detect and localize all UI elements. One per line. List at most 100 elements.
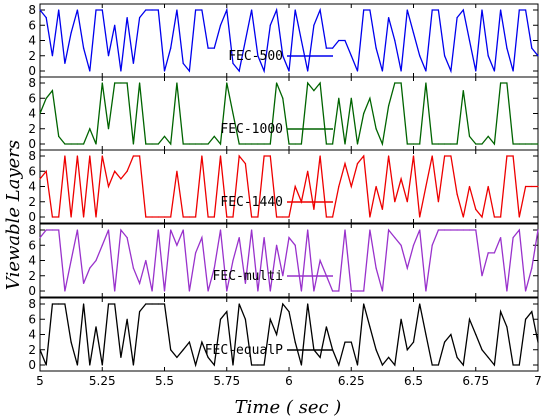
data-point — [537, 143, 539, 145]
data-point — [319, 259, 321, 262]
data-point — [419, 303, 421, 305]
data-point — [170, 216, 172, 218]
data-point — [381, 208, 383, 210]
data-point — [524, 9, 527, 11]
data-point — [120, 229, 122, 231]
y-tick-label: 0 — [28, 64, 36, 78]
data-point — [406, 9, 408, 11]
panel-frame — [39, 149, 539, 224]
data-point — [176, 82, 178, 84]
y-tick-label: 6 — [28, 18, 36, 32]
x-tick-label: 6.25 — [338, 374, 365, 388]
data-point — [244, 39, 247, 42]
data-point — [139, 82, 141, 84]
data-point — [188, 216, 190, 218]
data-point — [275, 333, 278, 336]
legend-label: FEC-equalP — [205, 343, 283, 358]
y-tick-label: 4 — [28, 180, 36, 194]
data-point — [107, 55, 110, 57]
data-point — [244, 163, 247, 165]
series-line-fec-1440 — [39, 154, 538, 219]
data-point — [450, 70, 452, 72]
data-point — [500, 237, 502, 239]
data-point — [120, 82, 122, 84]
data-point — [381, 70, 383, 72]
data-point — [425, 185, 427, 188]
data-point — [207, 290, 209, 292]
data-point — [487, 55, 489, 57]
data-point — [58, 303, 60, 305]
y-tick-label: 4 — [28, 254, 36, 268]
data-point — [394, 364, 396, 366]
data-point — [487, 135, 489, 137]
data-point — [344, 143, 346, 145]
data-point — [537, 185, 539, 188]
x-tick-label: 6.5 — [404, 374, 423, 388]
data-point — [412, 143, 415, 145]
data-point — [58, 229, 60, 231]
x-axis-title: Time ( sec ) — [235, 397, 342, 418]
y-tick-label: 4 — [28, 34, 36, 48]
data-point — [518, 364, 520, 366]
data-point — [437, 9, 439, 11]
data-point — [182, 216, 184, 218]
data-point — [531, 267, 533, 269]
data-point — [456, 143, 458, 145]
data-point — [431, 155, 433, 157]
data-point — [126, 318, 128, 320]
data-point — [437, 229, 439, 231]
data-point — [288, 216, 290, 218]
data-point — [300, 290, 303, 292]
data-point — [58, 9, 60, 11]
data-point — [388, 17, 390, 19]
data-point — [114, 24, 116, 26]
data-point — [481, 143, 483, 145]
data-point — [269, 143, 271, 145]
data-point — [82, 47, 85, 49]
data-point — [195, 9, 197, 11]
data-point — [481, 9, 483, 11]
data-point — [506, 82, 508, 84]
data-point — [444, 55, 446, 57]
data-point — [219, 318, 222, 320]
data-point — [244, 318, 247, 320]
data-point — [487, 252, 489, 254]
data-point — [307, 303, 309, 305]
data-point — [313, 24, 315, 26]
y-tick-label: 8 — [28, 297, 36, 311]
data-point — [437, 364, 439, 366]
y-tick-label: 2 — [28, 49, 36, 63]
data-point — [350, 341, 352, 343]
data-point — [518, 143, 520, 145]
data-point — [101, 364, 103, 366]
y-axis-title: Viewable Layers — [3, 140, 24, 290]
data-point — [219, 229, 222, 231]
data-point — [238, 143, 240, 145]
data-point — [64, 303, 66, 305]
panel-fec-multi: 024 68 FEC-multi — [28, 223, 539, 298]
data-point — [238, 70, 240, 72]
data-point — [269, 318, 271, 320]
data-point — [356, 364, 359, 366]
data-point — [139, 155, 141, 157]
data-point — [213, 47, 215, 49]
legend-label: FEC-1440 — [220, 195, 283, 210]
panels: 02468FEC-50002468FEC-100002468FEC-144002… — [28, 3, 539, 372]
data-point — [157, 303, 159, 305]
data-point — [151, 9, 153, 11]
data-point — [257, 364, 259, 366]
data-point — [89, 267, 91, 269]
data-point — [388, 229, 390, 231]
x-tick-label: 7 — [534, 374, 542, 388]
panel-fec-equalp: 024 68 FEC-equalP — [28, 297, 539, 372]
data-point — [412, 155, 415, 157]
data-point — [493, 364, 496, 366]
data-point — [500, 82, 502, 84]
data-point — [207, 356, 209, 358]
data-point — [64, 143, 66, 145]
x-axis: 5 5.25 5.5 5.75 6 6.25 6.5 6.75 7 — [36, 374, 542, 388]
data-point — [369, 229, 371, 231]
data-point — [412, 244, 415, 246]
data-point — [257, 290, 259, 292]
